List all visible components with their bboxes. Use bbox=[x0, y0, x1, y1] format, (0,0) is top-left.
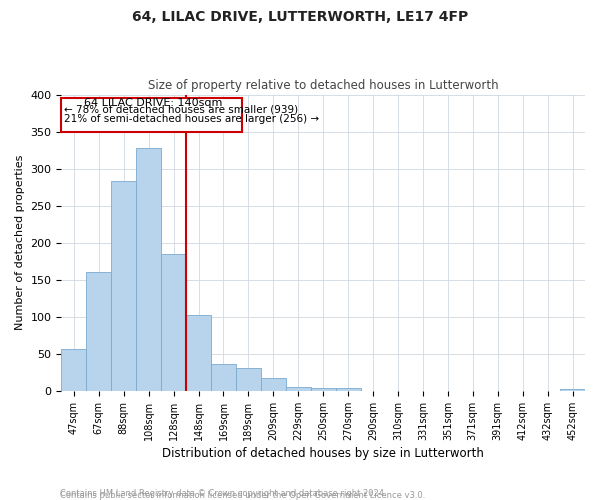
Bar bbox=[111, 180, 136, 391]
Bar bbox=[560, 388, 585, 391]
FancyBboxPatch shape bbox=[61, 98, 242, 132]
Text: 21% of semi-detached houses are larger (256) →: 21% of semi-detached houses are larger (… bbox=[64, 114, 319, 124]
Bar bbox=[335, 388, 361, 391]
Title: Size of property relative to detached houses in Lutterworth: Size of property relative to detached ho… bbox=[148, 79, 499, 92]
Bar bbox=[261, 378, 286, 391]
Bar bbox=[86, 272, 111, 391]
Text: 64 LILAC DRIVE: 140sqm: 64 LILAC DRIVE: 140sqm bbox=[84, 98, 222, 108]
Bar bbox=[311, 388, 335, 391]
Text: 64, LILAC DRIVE, LUTTERWORTH, LE17 4FP: 64, LILAC DRIVE, LUTTERWORTH, LE17 4FP bbox=[132, 10, 468, 24]
Bar bbox=[236, 368, 261, 391]
Bar bbox=[211, 364, 236, 391]
Text: Contains HM Land Registry data © Crown copyright and database right 2024.: Contains HM Land Registry data © Crown c… bbox=[60, 488, 386, 498]
Bar bbox=[286, 386, 311, 391]
Bar bbox=[136, 148, 161, 391]
Text: Contains public sector information licensed under the Open Government Licence v3: Contains public sector information licen… bbox=[60, 491, 425, 500]
Bar bbox=[61, 348, 86, 391]
X-axis label: Distribution of detached houses by size in Lutterworth: Distribution of detached houses by size … bbox=[162, 447, 484, 460]
Text: ← 78% of detached houses are smaller (939): ← 78% of detached houses are smaller (93… bbox=[64, 105, 298, 115]
Bar bbox=[161, 254, 186, 391]
Y-axis label: Number of detached properties: Number of detached properties bbox=[15, 155, 25, 330]
Bar bbox=[186, 314, 211, 391]
